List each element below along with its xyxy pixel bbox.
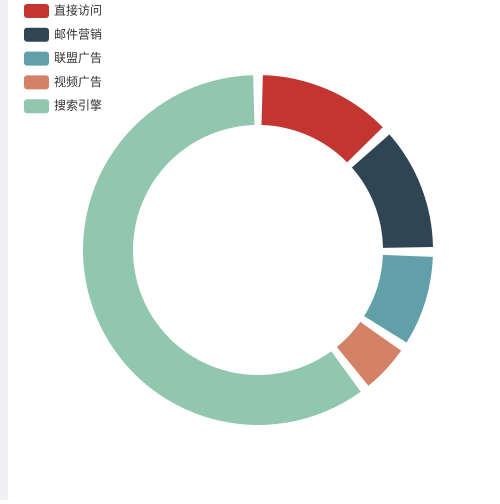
legend-icon[interactable] — [24, 4, 49, 18]
legend-label[interactable]: 视频广告 — [54, 74, 102, 89]
slice[interactable] — [351, 134, 433, 248]
legend-icon[interactable] — [24, 51, 49, 66]
slice[interactable] — [364, 254, 433, 343]
legend-label[interactable]: 直接访问 — [54, 3, 102, 18]
legend-label[interactable]: 搜索引擎 — [54, 98, 102, 113]
slice[interactable] — [83, 75, 361, 425]
legend-icon[interactable] — [24, 27, 49, 42]
slice[interactable] — [336, 321, 402, 386]
legend-icon[interactable] — [24, 99, 49, 114]
slice[interactable] — [261, 75, 383, 163]
side-strip — [0, 0, 8, 500]
legend-label[interactable]: 联盟广告 — [54, 51, 102, 65]
legend-icon[interactable] — [24, 75, 49, 90]
legend-label[interactable]: 邮件营销 — [54, 27, 102, 41]
